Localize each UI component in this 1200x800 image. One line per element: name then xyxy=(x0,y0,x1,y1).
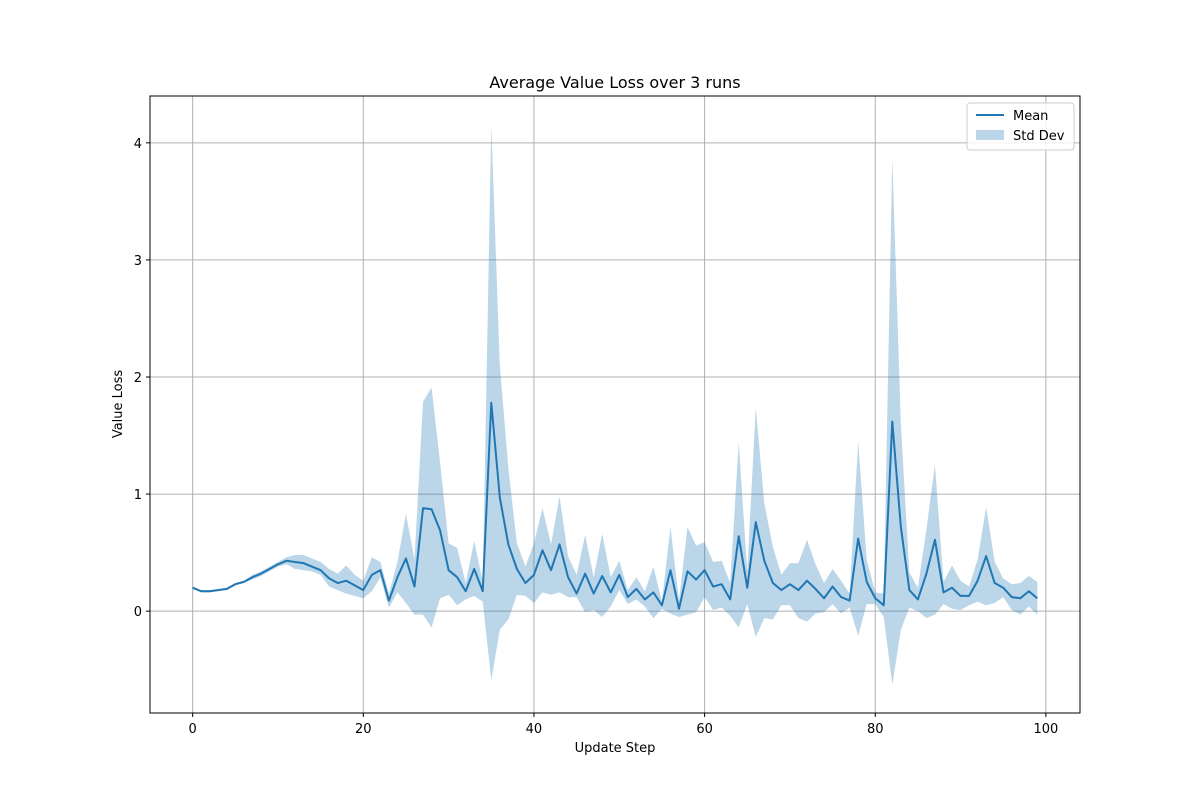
x-tick-label: 100 xyxy=(1033,722,1058,737)
y-tick-label: 1 xyxy=(134,488,142,503)
plot-frame xyxy=(149,95,1081,714)
mean-line-layer xyxy=(192,401,1038,610)
legend-std-dev-swatch xyxy=(976,130,1004,140)
grid xyxy=(150,96,1080,713)
chart-title: Average Value Loss over 3 runs xyxy=(489,73,740,92)
std-dev-band xyxy=(192,125,1038,685)
legend-mean-label: Mean xyxy=(1013,109,1048,124)
x-tick-label: 0 xyxy=(189,722,197,737)
y-tick-label: 4 xyxy=(134,137,142,152)
y-tick-label: 0 xyxy=(134,605,142,620)
y-tick-label: 2 xyxy=(134,371,142,386)
x-tick-label: 40 xyxy=(526,722,543,737)
legend: Mean Std Dev xyxy=(966,102,1075,151)
std-dev-band-layer xyxy=(192,125,1038,685)
x-axis-label: Update Step xyxy=(575,741,656,756)
legend-std-dev-label: Std Dev xyxy=(1013,129,1065,144)
y-axis-label: Value Loss xyxy=(111,370,126,439)
x-tick-label: 60 xyxy=(696,722,713,737)
x-tick-label: 20 xyxy=(355,722,372,737)
mean-line xyxy=(192,401,1038,610)
axis-ticks: 0 20 40 60 80 100 0 1 2 3 4 xyxy=(134,137,1059,737)
y-tick-label: 3 xyxy=(134,254,142,269)
x-tick-label: 80 xyxy=(867,722,884,737)
